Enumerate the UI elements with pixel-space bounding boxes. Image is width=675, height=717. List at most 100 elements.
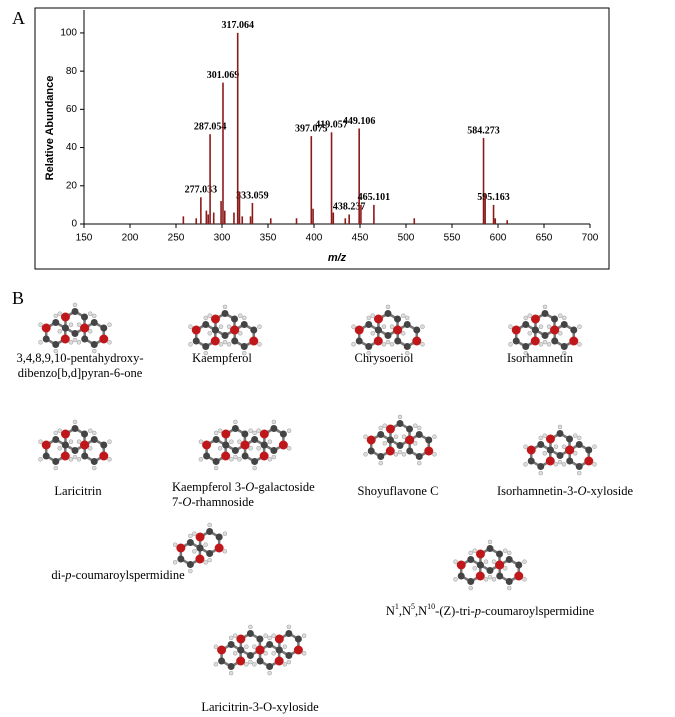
hydrogen-atom: [68, 439, 74, 444]
hydrogen-atom: [92, 348, 97, 354]
hydrogen-atom: [507, 550, 512, 556]
hydrogen-atom: [351, 324, 356, 329]
hydrogen-atom: [203, 542, 208, 547]
carbon-atom: [377, 431, 385, 438]
oxygen-atom: [195, 532, 205, 542]
hydrogen-atom: [76, 439, 82, 444]
oxygen-atom: [217, 645, 227, 655]
name-part: -rhamnoside: [191, 495, 254, 509]
hydrogen-atom: [222, 531, 228, 536]
name-part: -galactoside: [254, 480, 315, 494]
hydrogen-atom: [546, 324, 552, 329]
hydrogen-atom: [523, 444, 528, 449]
carbon-atom: [90, 458, 98, 465]
hydrogen-atom: [107, 322, 112, 327]
carbon-atom: [575, 441, 583, 448]
hydrogen-atom: [203, 350, 208, 356]
hydrogen-atom: [400, 331, 406, 336]
hydrogen-atom: [546, 342, 552, 347]
hydrogen-atom: [562, 350, 567, 356]
hydrogen-atom: [229, 457, 234, 462]
hydrogen-atom: [53, 465, 58, 471]
peak-label: 419.057: [315, 120, 348, 131]
hydrogen-atom: [228, 670, 234, 676]
carbon-atom: [206, 550, 214, 557]
hydrogen-atom: [502, 566, 508, 571]
molecule-name: Isorhamnetin-3-O-xyloside: [497, 484, 634, 498]
oxygen-atom: [412, 336, 422, 346]
hydrogen-atom: [542, 304, 548, 310]
oxygen-atom: [236, 656, 246, 666]
oxygen-atom: [584, 456, 594, 466]
oxygen-atom: [385, 446, 395, 456]
name-part: 5: [411, 602, 415, 611]
name-part: dibenzo[b,d]pyran-6-one: [18, 366, 143, 380]
hydrogen-atom: [218, 324, 224, 329]
hydrogen-atom: [282, 662, 288, 667]
hydrogen-atom: [381, 324, 387, 329]
name-part: -coumaroylspermidine: [71, 568, 185, 582]
hydrogen-atom: [257, 342, 262, 347]
name-part: Isorhamnetin-3-: [497, 484, 578, 498]
oxygen-atom: [393, 325, 403, 335]
molecule-name: Kaempferol: [192, 351, 252, 365]
hydrogen-atom: [542, 451, 548, 456]
oxygen-atom: [514, 571, 524, 581]
hydrogen-atom: [557, 424, 563, 430]
carbon-atom: [71, 425, 79, 432]
hydrogen-atom: [232, 651, 238, 656]
name-part: ,N: [415, 604, 427, 618]
hydrogen-atom: [57, 329, 63, 334]
name-part: O: [577, 484, 586, 498]
peak-label: 277.033: [185, 185, 218, 196]
carbon-atom: [415, 431, 423, 438]
panel-label: A: [12, 8, 25, 28]
carbon-atom: [196, 544, 204, 552]
hydrogen-atom: [508, 342, 513, 347]
carbon-atom: [270, 447, 278, 454]
hydrogen-atom: [192, 549, 197, 554]
hydrogen-atom: [222, 549, 228, 554]
carbon-atom: [522, 343, 530, 350]
panel-frame: [34, 7, 610, 270]
hydrogen-atom: [393, 434, 399, 439]
x-tick-label: 350: [260, 233, 277, 244]
peak-label: 584.273: [467, 125, 500, 136]
carbon-atom: [90, 319, 98, 326]
molecule: Isorhamnetin: [507, 304, 582, 365]
hydrogen-atom: [38, 322, 43, 327]
hydrogen-atom: [577, 324, 582, 329]
hydrogen-atom: [76, 322, 82, 327]
oxygen-atom: [550, 325, 560, 335]
molecules: 3,4,8,9,10-pentahydroxy-dibenzo[b,d]pyra…: [16, 302, 634, 714]
hydrogen-atom: [68, 322, 74, 327]
oxygen-atom: [530, 336, 540, 346]
hydrogen-atom: [542, 339, 548, 345]
hydrogen-atom: [256, 446, 261, 451]
hydrogen-atom: [38, 457, 43, 462]
carbon-atom: [505, 556, 513, 563]
hydrogen-atom: [370, 331, 376, 336]
carbon-atom: [560, 321, 568, 328]
oxygen-atom: [259, 451, 269, 461]
molecule-name: Kaempferol 3-O-galactoside: [172, 480, 315, 494]
oxygen-atom: [221, 429, 231, 439]
hydrogen-atom: [72, 419, 78, 425]
name-part: N: [386, 604, 395, 618]
oxygen-atom: [60, 451, 70, 461]
hydrogen-atom: [237, 313, 243, 318]
name-part: Laricitrin: [54, 484, 102, 498]
carbon-atom: [377, 453, 385, 460]
carbon-atom: [537, 463, 545, 470]
hydrogen-atom: [378, 425, 383, 431]
carbon-atom: [250, 326, 258, 334]
carbon-atom: [457, 572, 465, 580]
x-tick-label: 300: [214, 233, 231, 244]
carbon-atom: [396, 420, 404, 427]
molecule-name: 3,4,8,9,10-pentahydroxy-: [16, 351, 143, 365]
hydrogen-atom: [472, 548, 478, 553]
name-part: p: [474, 604, 481, 618]
hydrogen-atom: [53, 348, 58, 354]
carbon-atom: [241, 452, 249, 460]
hydrogen-atom: [562, 315, 567, 321]
